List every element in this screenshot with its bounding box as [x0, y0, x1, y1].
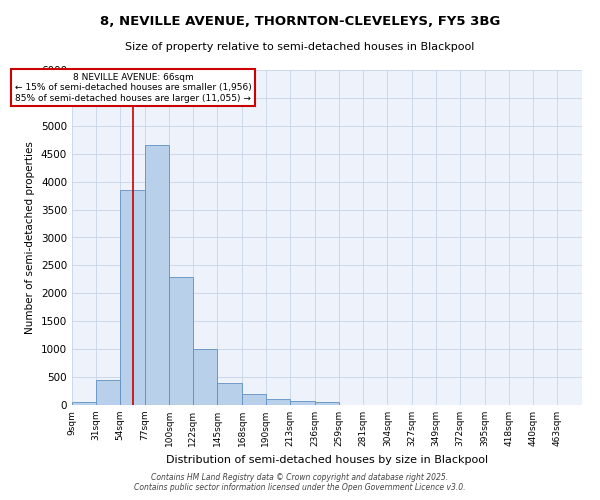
- Bar: [120, 190, 145, 405]
- Bar: [315, 402, 339, 405]
- Bar: [169, 276, 193, 405]
- Bar: [193, 349, 217, 405]
- Text: 8, NEVILLE AVENUE, THORNTON-CLEVELEYS, FY5 3BG: 8, NEVILLE AVENUE, THORNTON-CLEVELEYS, F…: [100, 15, 500, 28]
- Bar: [72, 402, 95, 405]
- Bar: [145, 146, 169, 405]
- Bar: [95, 380, 120, 405]
- Text: Size of property relative to semi-detached houses in Blackpool: Size of property relative to semi-detach…: [125, 42, 475, 52]
- Bar: [242, 394, 266, 405]
- Bar: [290, 401, 315, 405]
- Bar: [217, 382, 242, 405]
- Bar: [266, 400, 290, 405]
- Text: Contains HM Land Registry data © Crown copyright and database right 2025.
Contai: Contains HM Land Registry data © Crown c…: [134, 473, 466, 492]
- Y-axis label: Number of semi-detached properties: Number of semi-detached properties: [25, 141, 35, 334]
- X-axis label: Distribution of semi-detached houses by size in Blackpool: Distribution of semi-detached houses by …: [166, 454, 488, 464]
- Text: 8 NEVILLE AVENUE: 66sqm
← 15% of semi-detached houses are smaller (1,956)
85% of: 8 NEVILLE AVENUE: 66sqm ← 15% of semi-de…: [14, 73, 251, 102]
